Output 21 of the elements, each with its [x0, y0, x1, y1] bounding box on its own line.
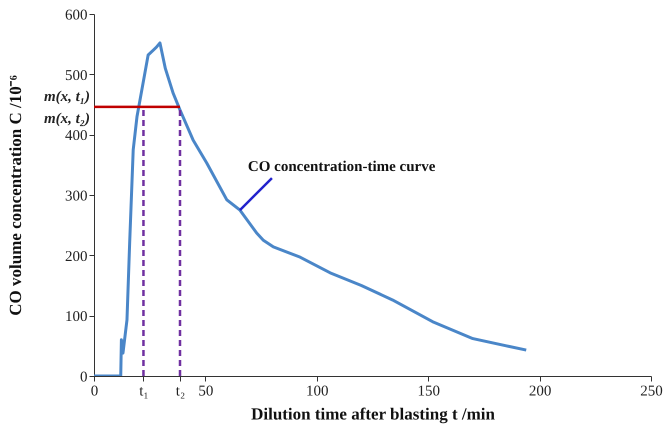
y-tick-label: 100: [65, 309, 88, 326]
x-tick-label: 100: [306, 384, 329, 400]
text: m(x, t₂): [44, 110, 90, 127]
y-tick-label: 400: [65, 128, 88, 144]
y-axis-title: CO volume concentration C /10⁻⁶: [6, 75, 25, 316]
x-tick-label: 150: [417, 384, 440, 400]
text: m(x, t₁): [44, 88, 90, 105]
annotation: CO concentration-time curve: [248, 159, 436, 176]
y-tick-label: 300: [65, 188, 88, 204]
y-tick-label: 0: [80, 370, 88, 386]
x-tick-label: t₂: [176, 384, 186, 400]
x-tick-label: t₁: [139, 384, 149, 400]
x-tick-label: 250: [640, 384, 663, 400]
line-series: [94, 41, 528, 376]
y-tick-label: 200: [65, 248, 88, 265]
x-tick-label: 50: [198, 384, 214, 400]
y-tick-label: 500: [65, 68, 88, 84]
x-tick-label: 0: [90, 384, 98, 400]
x-tick-label: 200: [528, 384, 552, 400]
y-tick-label: 600: [65, 8, 88, 24]
x-axis-title: Dilution time after blasting t /min: [251, 404, 496, 424]
